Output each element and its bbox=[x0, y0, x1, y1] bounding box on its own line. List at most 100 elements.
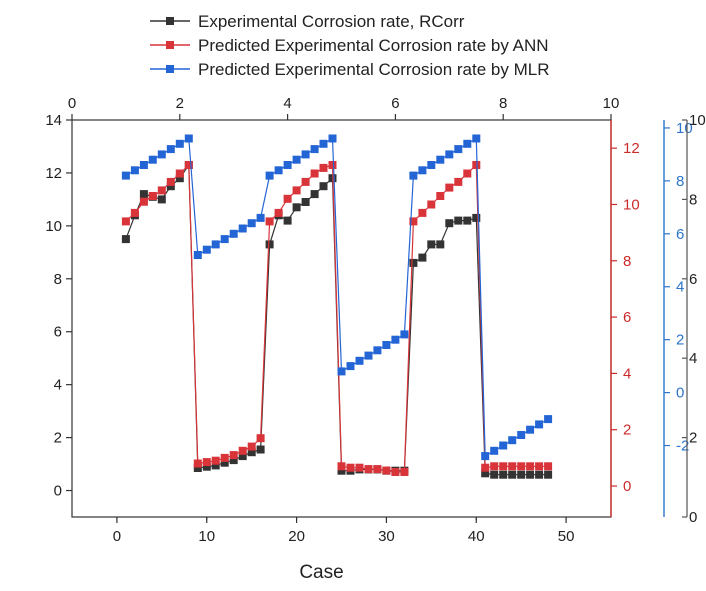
data-point bbox=[157, 150, 166, 159]
series-2 bbox=[121, 134, 553, 461]
data-point bbox=[193, 251, 202, 259]
data-point bbox=[508, 470, 517, 479]
data-point bbox=[229, 456, 238, 465]
data-point bbox=[337, 367, 346, 376]
data-point bbox=[265, 171, 274, 180]
y-right-blue-tick-label: 10 bbox=[676, 120, 693, 137]
data-point bbox=[139, 197, 148, 206]
data-point bbox=[211, 461, 220, 470]
data-point bbox=[373, 346, 382, 355]
data-point bbox=[301, 177, 310, 186]
data-point bbox=[229, 229, 238, 238]
data-point bbox=[166, 182, 175, 191]
data-point bbox=[463, 139, 472, 148]
data-point bbox=[256, 213, 265, 222]
data-point bbox=[517, 462, 526, 471]
x-tick-label: 50 bbox=[558, 528, 575, 545]
y-right-red-tick-label: 6 bbox=[623, 309, 631, 326]
data-point bbox=[184, 161, 193, 169]
y-right-blue-tick-label: 6 bbox=[676, 226, 684, 243]
y-right-blue-tick-label: 2 bbox=[676, 332, 684, 349]
data-point bbox=[337, 462, 346, 471]
legend-label: Predicted Experimental Corrosion rate by… bbox=[198, 36, 549, 55]
y-right-dark-tick-label: 10 bbox=[689, 112, 706, 129]
data-point bbox=[274, 208, 283, 217]
data-point bbox=[508, 462, 517, 471]
data-point bbox=[301, 150, 310, 159]
data-point bbox=[535, 462, 544, 471]
y-left-tick-label: 8 bbox=[54, 271, 62, 288]
data-point bbox=[319, 163, 328, 172]
data-point bbox=[121, 235, 130, 244]
x-top-tick-label: 0 bbox=[68, 95, 76, 112]
data-point bbox=[526, 462, 535, 471]
data-point bbox=[193, 464, 202, 472]
data-point bbox=[265, 240, 274, 249]
data-point bbox=[139, 190, 148, 199]
data-point bbox=[454, 145, 463, 154]
data-point bbox=[499, 462, 508, 471]
x-axis-top: 0 2 4 6 8 10 bbox=[68, 95, 620, 120]
data-point bbox=[391, 468, 400, 476]
data-point bbox=[220, 458, 229, 467]
series-1 bbox=[121, 161, 553, 476]
data-point bbox=[283, 194, 292, 203]
data-point bbox=[409, 258, 418, 267]
data-point bbox=[427, 161, 436, 169]
data-point bbox=[499, 441, 508, 450]
data-point bbox=[202, 462, 211, 471]
data-point bbox=[202, 458, 211, 467]
data-point bbox=[472, 161, 481, 169]
y-left-tick-label: 10 bbox=[45, 218, 62, 235]
x-top-tick-label: 8 bbox=[499, 95, 507, 112]
data-point bbox=[238, 446, 247, 455]
y-left-tick-label: 6 bbox=[54, 324, 62, 341]
data-point bbox=[517, 431, 526, 439]
data-point bbox=[265, 217, 274, 226]
y-right-blue-tick-label: 0 bbox=[676, 385, 684, 402]
legend-marker bbox=[166, 17, 174, 25]
data-point bbox=[418, 166, 427, 175]
data-point bbox=[535, 470, 544, 479]
data-point bbox=[382, 341, 391, 349]
data-point bbox=[202, 245, 211, 254]
data-point bbox=[166, 177, 175, 186]
legend-marker bbox=[166, 65, 174, 73]
data-point bbox=[463, 169, 472, 178]
data-point bbox=[526, 425, 535, 434]
series-line bbox=[125, 163, 549, 473]
x-axis-title: Case bbox=[299, 562, 343, 583]
data-point bbox=[301, 198, 310, 206]
x-top-tick-label: 6 bbox=[391, 95, 399, 112]
data-point bbox=[211, 456, 220, 465]
y-right-dark-tick-label: 0 bbox=[689, 509, 697, 526]
y-right-blue-tick-label: 8 bbox=[676, 173, 684, 190]
data-point bbox=[256, 434, 265, 443]
y-left-tick-label: 2 bbox=[54, 430, 62, 447]
y-left-tick-label: 12 bbox=[45, 165, 62, 182]
x-top-tick-label: 10 bbox=[603, 95, 620, 112]
data-point bbox=[139, 161, 148, 169]
data-point bbox=[220, 453, 229, 462]
data-point bbox=[355, 356, 364, 365]
y-right-dark-tick-label: 4 bbox=[689, 350, 697, 367]
legend-label: Experimental Corrosion rate, RCorr bbox=[198, 12, 465, 31]
data-point bbox=[517, 470, 526, 479]
data-point bbox=[445, 219, 454, 228]
y-right-dark-tick-label: 6 bbox=[689, 271, 697, 288]
data-point bbox=[121, 217, 130, 226]
y-right-red-tick-label: 4 bbox=[623, 365, 631, 382]
data-point bbox=[463, 216, 472, 225]
y-axis-right-red: 0 2 4 6 8 10 12 bbox=[610, 120, 640, 517]
data-point bbox=[400, 330, 409, 339]
data-point bbox=[472, 213, 481, 222]
data-point bbox=[148, 155, 157, 164]
data-point bbox=[310, 169, 319, 178]
data-point bbox=[544, 462, 553, 471]
data-point bbox=[373, 465, 382, 474]
data-point bbox=[436, 192, 445, 200]
data-point bbox=[364, 351, 373, 360]
x-tick-label: 40 bbox=[468, 528, 485, 545]
data-point bbox=[256, 445, 265, 454]
